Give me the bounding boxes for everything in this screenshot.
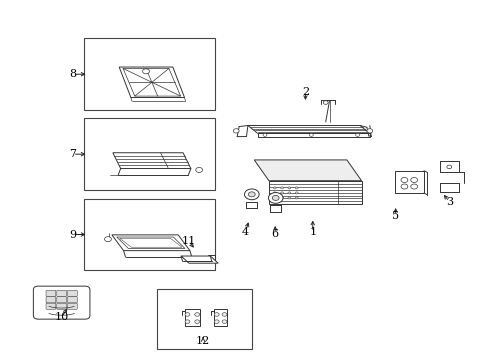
Circle shape	[410, 177, 417, 183]
Polygon shape	[184, 309, 200, 325]
Polygon shape	[254, 160, 361, 181]
Text: 3: 3	[445, 197, 452, 207]
Circle shape	[214, 313, 219, 316]
Text: 11: 11	[181, 236, 195, 246]
Bar	[83, 199, 215, 270]
FancyBboxPatch shape	[67, 290, 77, 296]
Circle shape	[366, 129, 372, 133]
FancyBboxPatch shape	[57, 303, 66, 309]
Circle shape	[104, 237, 111, 242]
Text: 1: 1	[308, 227, 316, 237]
Circle shape	[295, 197, 298, 199]
Circle shape	[268, 193, 283, 203]
Bar	[83, 39, 215, 110]
Text: 7: 7	[69, 149, 76, 159]
Circle shape	[263, 134, 266, 136]
Circle shape	[309, 134, 313, 136]
Circle shape	[446, 165, 451, 169]
FancyBboxPatch shape	[46, 297, 56, 303]
Circle shape	[400, 184, 407, 189]
Polygon shape	[268, 181, 361, 204]
FancyBboxPatch shape	[33, 286, 90, 319]
Polygon shape	[247, 126, 369, 134]
Circle shape	[280, 197, 283, 199]
Text: 8: 8	[69, 69, 76, 79]
Circle shape	[184, 320, 189, 323]
Circle shape	[194, 320, 199, 323]
Circle shape	[400, 177, 407, 183]
Text: 6: 6	[271, 229, 278, 239]
FancyBboxPatch shape	[46, 290, 56, 296]
FancyBboxPatch shape	[67, 297, 77, 303]
Circle shape	[248, 192, 255, 197]
Polygon shape	[394, 171, 423, 193]
Polygon shape	[257, 134, 369, 136]
Text: 10: 10	[54, 312, 69, 322]
Circle shape	[142, 69, 149, 74]
Polygon shape	[112, 235, 189, 251]
Circle shape	[194, 313, 199, 316]
Circle shape	[323, 101, 327, 104]
Polygon shape	[113, 153, 190, 168]
Circle shape	[184, 313, 189, 316]
Bar	[157, 289, 251, 348]
Circle shape	[273, 197, 276, 199]
Circle shape	[287, 192, 290, 194]
Circle shape	[222, 313, 226, 316]
Text: 5: 5	[391, 211, 398, 221]
Text: 2: 2	[301, 87, 308, 97]
Text: 9: 9	[69, 230, 76, 239]
Circle shape	[295, 187, 298, 189]
Circle shape	[273, 187, 276, 189]
FancyBboxPatch shape	[46, 303, 56, 309]
Circle shape	[233, 129, 239, 133]
Polygon shape	[213, 309, 227, 325]
Circle shape	[280, 187, 283, 189]
Circle shape	[273, 192, 276, 194]
Circle shape	[295, 192, 298, 194]
Text: 4: 4	[242, 227, 248, 237]
Bar	[83, 118, 215, 190]
Circle shape	[195, 167, 202, 172]
FancyBboxPatch shape	[57, 297, 66, 303]
Circle shape	[410, 184, 417, 189]
FancyBboxPatch shape	[67, 303, 77, 309]
FancyBboxPatch shape	[57, 290, 66, 296]
Circle shape	[355, 134, 359, 136]
Circle shape	[214, 320, 219, 323]
Circle shape	[222, 320, 226, 323]
Circle shape	[280, 192, 283, 194]
Polygon shape	[119, 67, 184, 98]
Circle shape	[287, 197, 290, 199]
Circle shape	[244, 189, 259, 200]
Polygon shape	[181, 256, 218, 263]
Text: 12: 12	[196, 336, 210, 346]
Circle shape	[272, 195, 279, 201]
Circle shape	[287, 187, 290, 189]
